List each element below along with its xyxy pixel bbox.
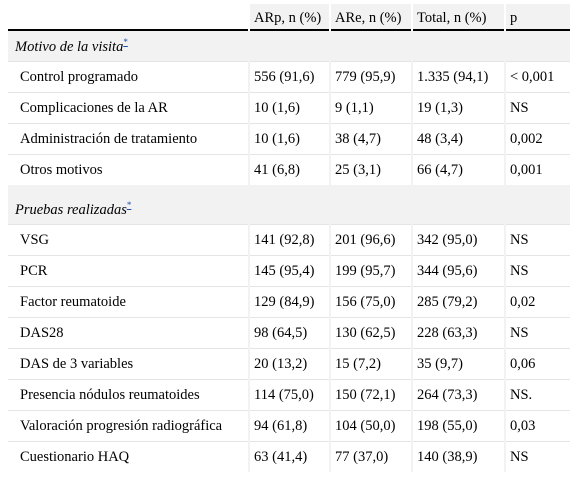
cell-total: 344 (95,6) [411, 255, 505, 287]
cell-total: 342 (95,0) [411, 224, 505, 256]
cell-p: NS [504, 317, 570, 349]
row-label: Administración de tratamiento [8, 123, 249, 155]
row-label: PCR [8, 255, 249, 287]
row-label: DAS de 3 variables [8, 348, 249, 380]
cell-are: 201 (96,6) [329, 224, 412, 256]
cell-total: 198 (55,0) [411, 410, 505, 442]
cell-total: 66 (4,7) [411, 154, 505, 185]
header-arp: ARp, n (%) [248, 4, 330, 30]
cell-arp: 114 (75,0) [248, 379, 330, 411]
table-row: Otros motivos 41 (6,8) 25 (3,1) 66 (4,7) 0,0… [8, 154, 570, 185]
table-row: DAS28 98 (64,5) 130 (62,5) 228 (63,3) NS [8, 317, 570, 349]
footnote-marker: * [123, 37, 128, 47]
cell-are: 150 (72,1) [329, 379, 412, 411]
cell-are: 130 (62,5) [329, 317, 412, 349]
cell-p: NS [504, 255, 570, 287]
table-header: ARp, n (%) ARe, n (%) Total, n (%) p [8, 4, 570, 30]
table-row: DAS de 3 variables 20 (13,2) 15 (7,2) 35 (9… [8, 348, 570, 380]
cell-total: 1.335 (94,1) [411, 61, 505, 93]
cell-arp: 63 (41,4) [248, 441, 330, 472]
table-body: Motivo de la visita* Control programado 55… [8, 30, 570, 472]
section-header-row: Motivo de la visita* [8, 30, 570, 62]
footnote-marker: * [127, 200, 132, 210]
row-label: Cuestionario HAQ [8, 441, 249, 472]
cell-arp: 556 (91,6) [248, 61, 330, 93]
cell-are: 199 (95,7) [329, 255, 412, 287]
section-title: Motivo de la visita [15, 38, 124, 55]
cell-total: 140 (38,9) [411, 441, 505, 472]
table-row: Complicaciones de la AR 10 (1,6) 9 (1,1) 19… [8, 92, 570, 124]
cell-arp: 10 (1,6) [248, 92, 330, 124]
cell-arp: 98 (64,5) [248, 317, 330, 349]
table-row: Cuestionario HAQ 63 (41,4) 77 (37,0) 140 (3… [8, 441, 570, 472]
cell-p: NS [504, 92, 570, 124]
footnote-link[interactable]: * [126, 199, 132, 210]
cell-p: NS [504, 441, 570, 472]
cell-total: 228 (63,3) [411, 317, 505, 349]
cell-are: 779 (95,9) [329, 61, 412, 93]
table-row: Control programado 556 (91,6) 779 (95,9) 1.… [8, 61, 570, 93]
cell-p: NS [504, 224, 570, 256]
cell-arp: 20 (13,2) [248, 348, 330, 380]
section-title-cell: Motivo de la visita* [8, 30, 570, 62]
cell-are: 15 (7,2) [329, 348, 412, 380]
cell-p: 0,03 [504, 410, 570, 442]
row-label: Factor reumatoide [8, 286, 249, 318]
header-total: Total, n (%) [411, 4, 505, 30]
cell-are: 104 (50,0) [329, 410, 412, 442]
cell-arp: 145 (95,4) [248, 255, 330, 287]
cell-are: 38 (4,7) [329, 123, 412, 155]
table-row: PCR 145 (95,4) 199 (95,7) 344 (95,6) NS [8, 255, 570, 287]
row-label: Valoración progresión radiográfica [8, 410, 249, 442]
section-spacer [8, 185, 570, 194]
cell-p: 0,001 [504, 154, 570, 185]
footnote-link[interactable]: * [123, 36, 128, 47]
table-row: Administración de tratamiento 10 (1,6) 38 … [8, 123, 570, 155]
table-row: Factor reumatoide 129 (84,9) 156 (75,0) 285… [8, 286, 570, 318]
cell-arp: 41 (6,8) [248, 154, 330, 185]
cell-p: 0,02 [504, 286, 570, 318]
cell-p: < 0,001 [504, 61, 570, 93]
cell-p: NS. [504, 379, 570, 411]
header-are: ARe, n (%) [329, 4, 412, 30]
cell-arp: 94 (61,8) [248, 410, 330, 442]
cell-total: 285 (79,2) [411, 286, 505, 318]
table-row: Presencia nódulos reumatoides 114 (75,0) 1… [8, 379, 570, 411]
cell-are: 77 (37,0) [329, 441, 412, 472]
cell-arp: 141 (92,8) [248, 224, 330, 256]
cell-p: 0,06 [504, 348, 570, 380]
cell-arp: 10 (1,6) [248, 123, 330, 155]
section-title: Pruebas realizadas [15, 201, 127, 218]
cell-arp: 129 (84,9) [248, 286, 330, 318]
table-row: VSG 141 (92,8) 201 (96,6) 342 (95,0) NS [8, 224, 570, 256]
row-label: Otros motivos [8, 154, 249, 185]
cell-total: 35 (9,7) [411, 348, 505, 380]
spacer-cell [8, 185, 570, 194]
cell-total: 48 (3,4) [411, 123, 505, 155]
cell-are: 9 (1,1) [329, 92, 412, 124]
row-label: Control programado [8, 61, 249, 93]
cell-are: 156 (75,0) [329, 286, 412, 318]
header-empty [8, 4, 249, 30]
cell-are: 25 (3,1) [329, 154, 412, 185]
section-header-row: Pruebas realizadas* [8, 194, 570, 225]
section-title-cell: Pruebas realizadas* [8, 194, 570, 225]
results-table: ARp, n (%) ARe, n (%) Total, n (%) p Mot… [8, 4, 570, 472]
cell-p: 0,002 [504, 123, 570, 155]
cell-total: 264 (73,3) [411, 379, 505, 411]
row-label: VSG [8, 224, 249, 256]
row-label: Complicaciones de la AR [8, 92, 249, 124]
cell-total: 19 (1,3) [411, 92, 505, 124]
table-row: Valoración progresión radiográfica 94 (61… [8, 410, 570, 442]
header-p: p [504, 4, 570, 30]
row-label: Presencia nódulos reumatoides [8, 379, 249, 411]
row-label: DAS28 [8, 317, 249, 349]
